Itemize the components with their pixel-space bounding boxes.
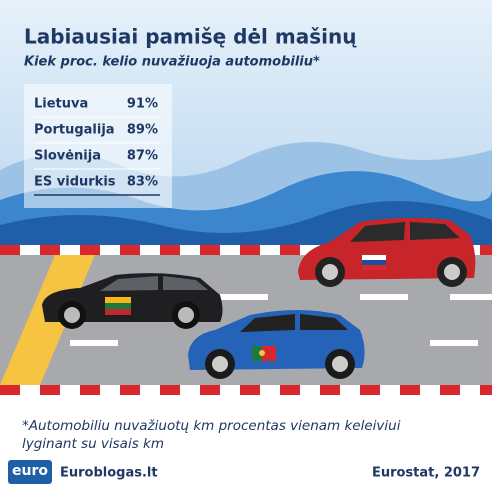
car-blue: [188, 310, 365, 379]
footnote-line: lyginant su visais km: [22, 436, 164, 452]
row-value: 89%: [127, 123, 158, 138]
title: Labiausiai pamišę dėl mašinų: [24, 25, 357, 49]
car-red: [298, 217, 476, 287]
row-label: Lietuva: [34, 97, 88, 112]
curb-top: [0, 245, 492, 255]
logo-box: [8, 460, 52, 484]
curb-bottom: [0, 385, 492, 395]
footnote-line: *Automobiliu nuvažiuotų km procentas vie…: [22, 418, 401, 434]
row-value: 87%: [127, 149, 158, 164]
site: Euroblogas.lt: [60, 466, 158, 481]
car-black: [42, 273, 223, 329]
row-label: Slovėnija: [34, 149, 101, 164]
table: Lietuva 91% Portugalija 89% Slovėnija 87% ES v…: [34, 97, 160, 196]
subtitle: Kiek proc. kelio nuvažiuoja automobiliu*: [24, 55, 320, 70]
row-label: Portugalija: [34, 123, 115, 138]
table-box: [24, 84, 172, 208]
source: Eurostat, 2017: [372, 466, 480, 481]
row-value: 91%: [127, 97, 158, 112]
row-label: ES vidurkis: [34, 175, 116, 190]
row-value: 83%: [127, 175, 158, 190]
logo: euro: [12, 463, 48, 479]
